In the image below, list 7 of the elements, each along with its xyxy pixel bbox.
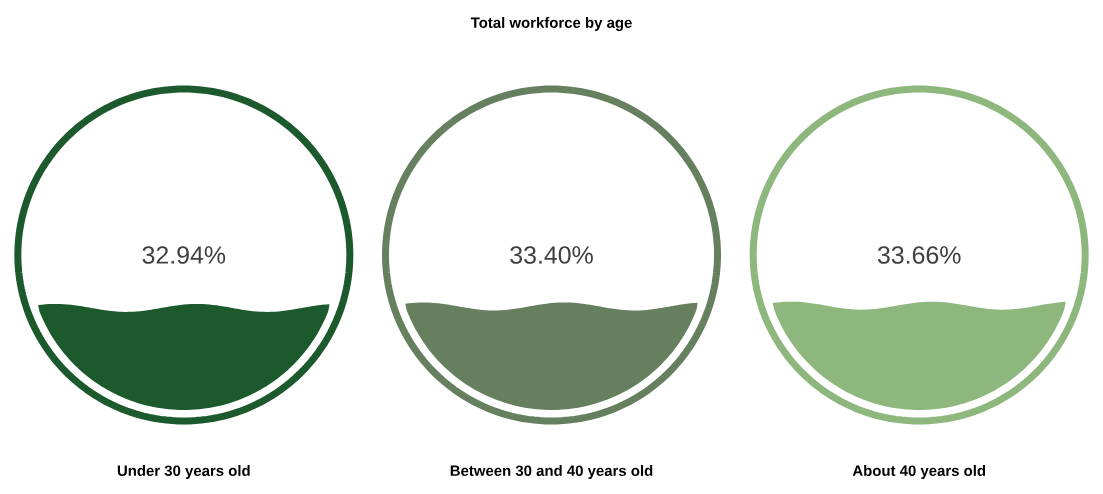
- category-label: About 40 years old: [852, 465, 986, 479]
- text: Total workforce by age: [470, 16, 632, 31]
- data-label: 32.94%: [142, 246, 226, 264]
- category-label: Between 30 and 40 years old: [450, 465, 653, 479]
- data-label: 33.66%: [877, 246, 961, 264]
- category-label: Under 30 years old: [117, 465, 250, 479]
- data-label: 33.40%: [510, 246, 593, 264]
